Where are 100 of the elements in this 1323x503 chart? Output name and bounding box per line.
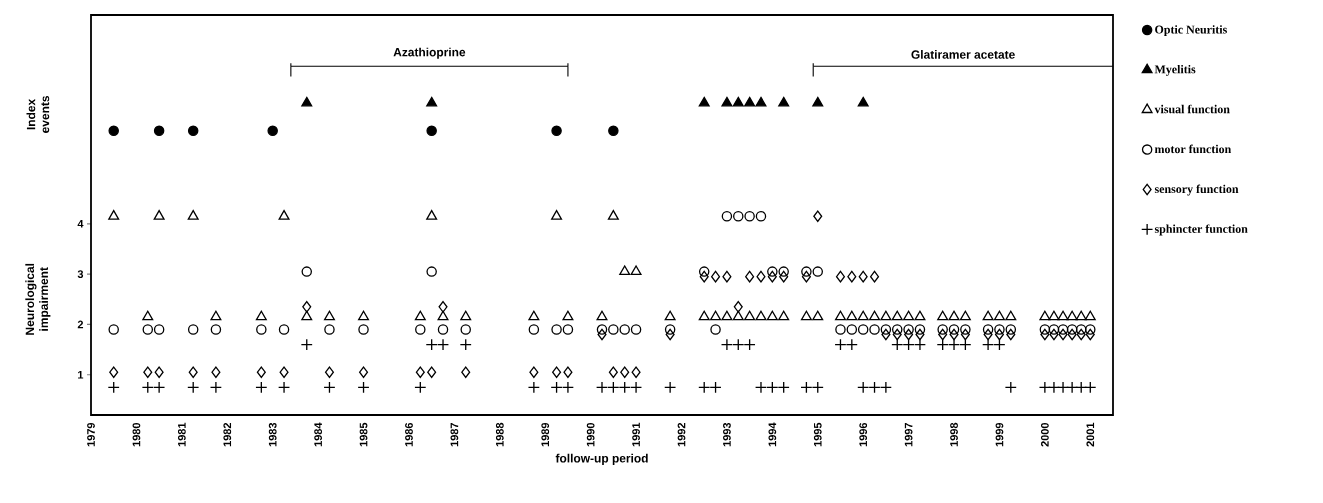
point xyxy=(755,310,767,321)
point xyxy=(255,381,268,394)
point xyxy=(982,324,994,335)
point xyxy=(664,324,676,335)
point xyxy=(211,366,221,379)
y-tick-label: 2 xyxy=(77,320,84,329)
point xyxy=(879,381,892,394)
point xyxy=(733,300,743,313)
point xyxy=(209,381,222,394)
legend-label: sphincter function xyxy=(1154,224,1248,236)
point xyxy=(1066,310,1078,321)
point xyxy=(869,310,881,321)
point xyxy=(903,310,915,321)
point xyxy=(562,310,574,321)
x-tick-label: 1983 xyxy=(268,422,277,447)
point xyxy=(460,310,472,321)
point xyxy=(754,381,768,394)
point xyxy=(847,270,857,283)
point xyxy=(891,338,904,351)
point xyxy=(301,310,313,321)
point xyxy=(1084,381,1097,394)
point xyxy=(722,270,732,283)
point xyxy=(1075,324,1087,335)
point xyxy=(698,96,710,107)
point xyxy=(664,381,677,394)
point xyxy=(426,266,437,277)
point xyxy=(608,366,618,379)
point xyxy=(187,381,200,394)
point xyxy=(323,381,336,394)
point xyxy=(357,381,370,394)
point xyxy=(301,266,313,277)
point xyxy=(800,381,813,394)
point xyxy=(1075,381,1088,394)
point xyxy=(994,324,1005,335)
point xyxy=(358,310,370,321)
point xyxy=(777,381,790,394)
point xyxy=(1066,324,1078,335)
point xyxy=(153,324,165,335)
point xyxy=(1058,328,1068,341)
point xyxy=(187,324,199,335)
point xyxy=(1048,310,1060,321)
x-tick-label: 1998 xyxy=(950,422,958,447)
point xyxy=(1005,324,1017,335)
point xyxy=(302,300,312,313)
point xyxy=(915,328,925,341)
point xyxy=(210,310,222,321)
point xyxy=(438,300,448,313)
point xyxy=(698,266,710,277)
point xyxy=(187,210,199,220)
point xyxy=(812,266,824,277)
point xyxy=(300,338,313,351)
point xyxy=(563,366,573,379)
point xyxy=(732,96,744,107)
point xyxy=(1006,328,1016,341)
point xyxy=(812,96,824,107)
legend-label: sensory function xyxy=(1154,184,1239,196)
point xyxy=(960,328,970,341)
point xyxy=(857,381,870,394)
point xyxy=(1057,310,1069,321)
point xyxy=(994,328,1004,341)
point xyxy=(323,310,335,321)
point xyxy=(459,338,472,351)
point xyxy=(811,381,824,394)
point xyxy=(607,381,620,394)
point xyxy=(857,324,869,335)
point xyxy=(550,381,563,394)
point xyxy=(460,324,471,335)
series-label: Glatiramer acetate xyxy=(911,50,1015,59)
point xyxy=(187,125,199,136)
point xyxy=(619,265,631,276)
point xyxy=(698,381,711,394)
point xyxy=(153,125,165,136)
point xyxy=(846,310,858,321)
point xyxy=(551,324,562,335)
x-tick-label: 1992 xyxy=(677,422,686,447)
x-tick-label: 1982 xyxy=(223,422,232,447)
point xyxy=(938,328,948,341)
point xyxy=(255,310,267,321)
point xyxy=(437,310,449,321)
point xyxy=(631,366,641,379)
point xyxy=(721,211,733,222)
point xyxy=(948,324,960,335)
point xyxy=(869,324,880,335)
point xyxy=(527,381,540,394)
x-tick-label: 2000 xyxy=(1041,422,1049,447)
point xyxy=(1085,324,1096,335)
x-tick-label: 1997 xyxy=(904,423,913,447)
point xyxy=(744,310,756,321)
point xyxy=(755,211,767,222)
x-tick-label: 1980 xyxy=(132,422,141,447)
point xyxy=(153,210,165,220)
point xyxy=(903,324,914,335)
point xyxy=(812,310,824,321)
point xyxy=(834,310,846,321)
point xyxy=(426,210,438,220)
point xyxy=(1085,328,1095,341)
point xyxy=(1048,324,1060,335)
point xyxy=(619,324,630,335)
point xyxy=(982,310,994,321)
point xyxy=(983,328,993,341)
